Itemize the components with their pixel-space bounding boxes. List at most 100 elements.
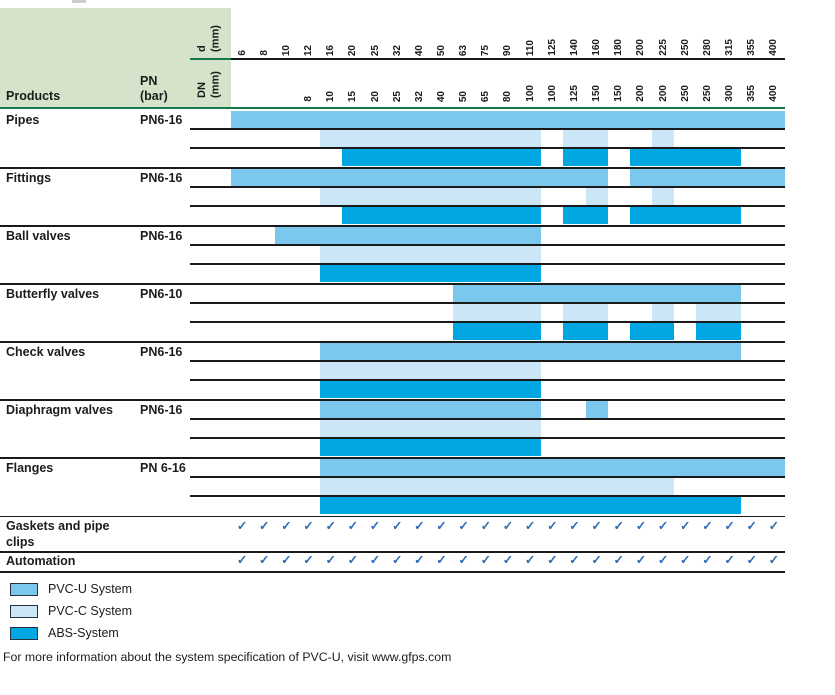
check-mark: ✓ — [746, 518, 757, 533]
check-mark: ✓ — [502, 518, 514, 533]
check-mark: ✓ — [258, 518, 270, 533]
product-label-check-valves: Check valves — [6, 345, 86, 359]
check-mark: ✓ — [325, 518, 336, 533]
band-separator-line — [0, 341, 785, 343]
subrow-separator-line — [190, 147, 785, 149]
legend-label-pvc-u-system: PVC-U System — [48, 582, 133, 596]
check-mark: ✓ — [281, 553, 292, 568]
check-mark: ✓ — [502, 553, 514, 568]
bar-butterfly-valves-abs-d63 — [452, 322, 542, 341]
check-mark: ✓ — [436, 518, 447, 533]
automation-row-label: Automation — [6, 554, 76, 568]
bar-fittings-abs-d20 — [341, 206, 542, 225]
bar-pipes-pvc-u-d6 — [231, 110, 785, 129]
check-mark: ✓ — [414, 553, 425, 568]
bar-diaphragm-valves-pvc-u-d160 — [585, 400, 608, 419]
product-label-fittings: Fittings — [6, 171, 52, 185]
bar-butterfly-valves-pvc-c-d140 — [563, 303, 608, 322]
check-mark: ✓ — [458, 553, 469, 568]
band-check-valves: Check valves PN6-16 — [0, 341, 785, 399]
check-mark: ✓ — [547, 518, 558, 533]
d-row-divider — [231, 58, 785, 60]
bar-fittings-abs-d200 — [629, 206, 741, 225]
bar-ball-valves-pvc-c-d16 — [319, 245, 542, 264]
check-mark: ✓ — [325, 553, 336, 568]
pn-value-flanges: PN 6-16 — [140, 461, 186, 475]
check-mark: ✓ — [591, 553, 602, 568]
bar-fittings-pvc-c-d225 — [652, 187, 675, 206]
band-separator-line — [0, 225, 785, 227]
check-mark: ✓ — [347, 518, 359, 533]
band-butterfly-valves: Butterfly valves PN6-10 — [0, 283, 785, 341]
products-column-header: Products — [6, 89, 61, 103]
bar-diaphragm-valves-pvc-c-d16 — [319, 419, 542, 438]
bar-fittings-pvc-c-d160 — [585, 187, 608, 206]
bar-ball-valves-pvc-u-d10 — [275, 226, 542, 245]
d-row-divider-green — [190, 58, 231, 60]
pn-value-butterfly-valves: PN6-10 — [140, 287, 183, 301]
subrow-separator-line — [190, 495, 785, 497]
check-mark: ✓ — [458, 518, 469, 533]
band-separator-line — [0, 399, 785, 401]
bar-pipes-abs-d140 — [563, 148, 608, 167]
subrow-separator-line — [190, 244, 785, 246]
legend: PVC-U System PVC-C System ABS-System — [0, 0, 400, 695]
check-mark: ✓ — [303, 553, 314, 568]
check-mark: ✓ — [768, 553, 780, 568]
automation-top-line — [0, 551, 785, 553]
bar-flanges-pvc-c-d16 — [319, 477, 675, 496]
bar-butterfly-valves-pvc-c-d63 — [452, 303, 542, 322]
header-green-panel — [0, 8, 231, 108]
bar-pipes-abs-d20 — [341, 148, 542, 167]
check-mark: ✓ — [613, 553, 625, 568]
bar-check-valves-pvc-u-d16 — [319, 342, 741, 361]
band-fittings: Fittings PN6-16 — [0, 167, 785, 225]
bar-pipes-pvc-c-d140 — [563, 129, 608, 148]
subrow-separator-line — [190, 476, 785, 478]
subrow-separator-line — [190, 360, 785, 362]
bar-pipes-pvc-c-d225 — [652, 129, 675, 148]
bar-ball-valves-abs-d16 — [319, 264, 542, 283]
subrow-separator-line — [190, 128, 785, 130]
bar-butterfly-valves-pvc-u-d63 — [452, 284, 741, 303]
pn-value-ball-valves: PN6-16 — [140, 229, 183, 243]
pn-column-header: PN (bar) — [140, 74, 168, 103]
subrow-separator-line — [190, 437, 785, 439]
check-mark: ✓ — [635, 553, 647, 568]
check-mark: ✓ — [547, 553, 558, 568]
bar-diaphragm-valves-pvc-u-d16 — [319, 400, 542, 419]
bar-butterfly-valves-abs-d200 — [629, 322, 675, 341]
check-mark: ✓ — [436, 553, 447, 568]
check-mark: ✓ — [591, 518, 602, 533]
band-flanges: Flanges PN 6-16 — [0, 457, 785, 515]
check-mark: ✓ — [391, 553, 403, 568]
subrow-separator-line — [190, 186, 785, 188]
check-mark: ✓ — [702, 518, 713, 533]
pn-value-diaphragm-valves: PN6-16 — [140, 403, 183, 417]
pn-value-check-valves: PN6-16 — [140, 345, 183, 359]
bar-fittings-pvc-u-d200 — [629, 168, 785, 187]
bar-butterfly-valves-abs-d280 — [696, 322, 741, 341]
legend-swatch-pvc-u-system — [10, 583, 38, 596]
band-ball-valves: Ball valves PN6-16 — [0, 225, 785, 283]
check-mark: ✓ — [524, 553, 536, 568]
check-mark: ✓ — [569, 553, 580, 568]
bar-flanges-pvc-u-d16 — [319, 458, 785, 477]
subrow-separator-line — [190, 418, 785, 420]
check-mark: ✓ — [524, 518, 536, 533]
check-mark: ✓ — [635, 518, 647, 533]
bar-pipes-pvc-c-d16 — [319, 129, 542, 148]
pn-value-fittings: PN6-16 — [140, 171, 183, 185]
check-mark: ✓ — [258, 553, 270, 568]
check-mark: ✓ — [724, 553, 735, 568]
band-separator-line — [0, 283, 785, 285]
product-label-ball-valves: Ball valves — [6, 229, 71, 243]
gaskets-top-line — [0, 515, 785, 518]
bar-butterfly-valves-abs-d140 — [563, 322, 608, 341]
band-diaphragm-valves: Diaphragm valves PN6-16 — [0, 399, 785, 457]
check-mark: ✓ — [303, 518, 314, 533]
bar-butterfly-valves-pvc-c-d280 — [696, 303, 741, 322]
bar-fittings-abs-d140 — [563, 206, 608, 225]
product-label-pipes: Pipes — [6, 113, 40, 127]
